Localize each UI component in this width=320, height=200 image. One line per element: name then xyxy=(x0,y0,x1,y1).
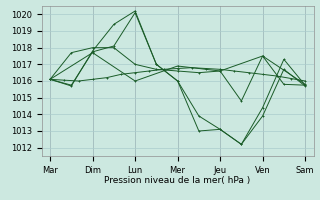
X-axis label: Pression niveau de la mer( hPa ): Pression niveau de la mer( hPa ) xyxy=(104,176,251,185)
